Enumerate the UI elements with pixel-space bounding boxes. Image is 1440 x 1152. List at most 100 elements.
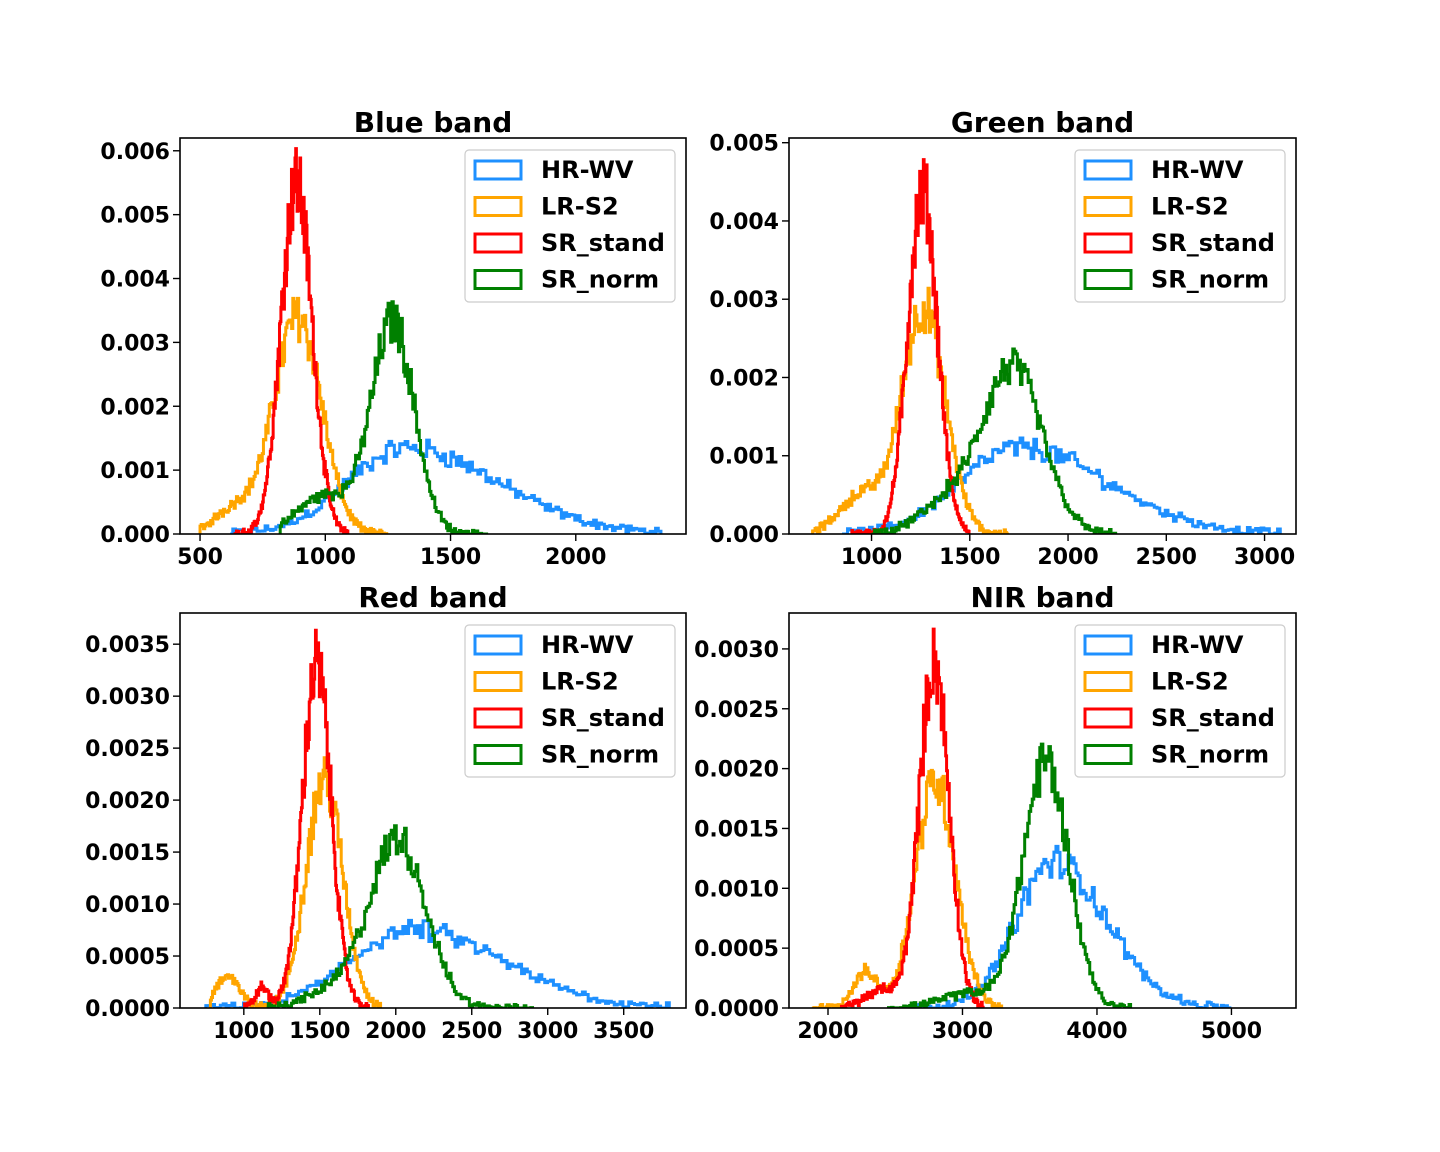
legend-box bbox=[1074, 624, 1286, 778]
series-sr-norm bbox=[887, 742, 1133, 1008]
x-tick-label: 3000 bbox=[1234, 545, 1295, 570]
legend-swatch bbox=[1083, 232, 1133, 254]
y-tick-label: 0.0030 bbox=[694, 638, 779, 663]
legend-swatch bbox=[473, 671, 523, 692]
legend-label: LR-S2 bbox=[1151, 193, 1229, 221]
series-sr-norm bbox=[871, 347, 1118, 534]
legend-label: LR-S2 bbox=[1151, 668, 1229, 696]
y-tick-label: 0.0010 bbox=[85, 893, 170, 918]
legend-swatch bbox=[1083, 159, 1133, 181]
x-tick-label: 2000 bbox=[797, 1019, 858, 1044]
series-lr-s2 bbox=[811, 286, 1010, 534]
plot-area bbox=[811, 627, 1232, 1008]
series-lr-s2 bbox=[811, 768, 1004, 1008]
legend-label: SR_norm bbox=[1151, 741, 1269, 769]
y-tick-label: 0.0025 bbox=[694, 698, 779, 723]
y-tick-label: 0.0015 bbox=[694, 817, 779, 842]
x-tick-label: 3500 bbox=[593, 1019, 654, 1044]
x-tick-label: 1500 bbox=[939, 545, 1000, 570]
plot-area bbox=[811, 158, 1282, 534]
x-tick-label: 1500 bbox=[420, 545, 481, 570]
legend: HR-WV LR-S2 SR_stand SR_norm bbox=[1074, 624, 1286, 778]
plot-area bbox=[198, 147, 663, 534]
legend-box bbox=[464, 149, 676, 303]
subplot-1: Blue band 500 1000 1500 2000 0.000 0.001 0.002 0… bbox=[100, 106, 687, 570]
y-tick-label: 0.004 bbox=[100, 268, 170, 293]
x-tick-label: 2000 bbox=[545, 545, 606, 570]
legend: HR-WV LR-S2 SR_stand SR_norm bbox=[464, 624, 676, 778]
y-tick-label: 0.001 bbox=[709, 445, 779, 470]
axes-frame bbox=[788, 137, 1297, 535]
legend-label: HR-WV bbox=[541, 156, 634, 184]
axes-frame bbox=[179, 137, 687, 535]
y-tick-label: 0.003 bbox=[100, 331, 170, 356]
subplot-2: Green band 1000 1500 2000 2500 3000 0.000 0.001… bbox=[709, 106, 1297, 570]
series-sr-stand bbox=[233, 147, 350, 534]
legend-swatch bbox=[1083, 707, 1133, 729]
legend-box bbox=[1074, 149, 1286, 303]
y-tick-label: 0.0010 bbox=[694, 877, 779, 902]
y-tick-label: 0.002 bbox=[100, 395, 170, 420]
series-hr-wv bbox=[230, 438, 663, 534]
series-sr-stand bbox=[839, 627, 985, 1008]
legend-label: SR_norm bbox=[541, 266, 659, 294]
x-tick-label: 2000 bbox=[1037, 545, 1098, 570]
subplot-3: Red band 1000 1500 2000 2500 3000 3500 0.0000 0.… bbox=[85, 581, 687, 1044]
chart-title: Green band bbox=[951, 106, 1134, 139]
y-tick-label: 0.0025 bbox=[85, 737, 170, 762]
x-tick-label: 1000 bbox=[213, 1019, 274, 1044]
series-lr-s2 bbox=[198, 296, 389, 534]
y-tick-label: 0.003 bbox=[709, 288, 779, 313]
legend-label: SR_norm bbox=[1151, 266, 1269, 294]
x-tick-label: 3000 bbox=[517, 1019, 578, 1044]
y-tick-label: 0.0005 bbox=[694, 937, 779, 962]
subplot-4: NIR band 2000 3000 4000 5000 0.0000 0.0005 0.00… bbox=[694, 581, 1297, 1044]
legend-label: LR-S2 bbox=[541, 668, 619, 696]
y-tick-label: 0.0005 bbox=[85, 945, 170, 970]
legend: HR-WV LR-S2 SR_stand SR_norm bbox=[464, 149, 676, 303]
y-tick-label: 0.0020 bbox=[85, 789, 170, 814]
chart-title: NIR band bbox=[970, 581, 1114, 614]
series-hr-wv bbox=[908, 844, 1232, 1008]
axes-frame bbox=[179, 612, 687, 1009]
y-tick-label: 0.004 bbox=[709, 210, 779, 235]
x-tick-label: 1500 bbox=[289, 1019, 350, 1044]
legend-swatch bbox=[1083, 634, 1133, 656]
y-tick-label: 0.0000 bbox=[694, 997, 779, 1022]
legend-label: HR-WV bbox=[1151, 156, 1244, 184]
x-tick-label: 3000 bbox=[932, 1019, 993, 1044]
y-tick-label: 0.0015 bbox=[85, 841, 170, 866]
x-tick-label: 2000 bbox=[365, 1019, 426, 1044]
x-tick-label: 5000 bbox=[1201, 1019, 1262, 1044]
y-tick-label: 0.002 bbox=[709, 366, 779, 391]
legend-label: HR-WV bbox=[1151, 631, 1244, 659]
legend-swatch bbox=[1083, 671, 1133, 692]
x-tick-label: 1000 bbox=[841, 545, 902, 570]
series-sr-stand bbox=[850, 158, 971, 534]
y-tick-label: 0.001 bbox=[100, 459, 170, 484]
legend-label: SR_stand bbox=[541, 229, 665, 257]
y-tick-label: 0.000 bbox=[709, 523, 779, 548]
axes-frame bbox=[788, 612, 1297, 1009]
x-tick-label: 1000 bbox=[295, 545, 356, 570]
y-tick-label: 0.000 bbox=[100, 523, 170, 548]
y-tick-label: 0.0000 bbox=[85, 997, 170, 1022]
legend-swatch bbox=[473, 744, 523, 765]
plot-area bbox=[204, 628, 671, 1008]
y-tick-label: 0.005 bbox=[709, 132, 779, 157]
legend-label: SR_stand bbox=[1151, 704, 1275, 732]
legend-swatch bbox=[473, 634, 523, 656]
y-tick-label: 0.0020 bbox=[694, 758, 779, 783]
y-tick-label: 0.005 bbox=[100, 204, 170, 229]
legend-label: HR-WV bbox=[541, 631, 634, 659]
x-tick-label: 4000 bbox=[1066, 1019, 1127, 1044]
legend-swatch bbox=[1083, 744, 1133, 765]
chart-title: Blue band bbox=[354, 106, 513, 139]
series-sr-norm bbox=[278, 300, 489, 534]
x-tick-label: 2500 bbox=[441, 1019, 502, 1044]
legend-label: SR_stand bbox=[541, 704, 665, 732]
legend-label: SR_norm bbox=[541, 741, 659, 769]
legend: HR-WV LR-S2 SR_stand SR_norm bbox=[1074, 149, 1286, 303]
legend-swatch bbox=[1083, 269, 1133, 290]
